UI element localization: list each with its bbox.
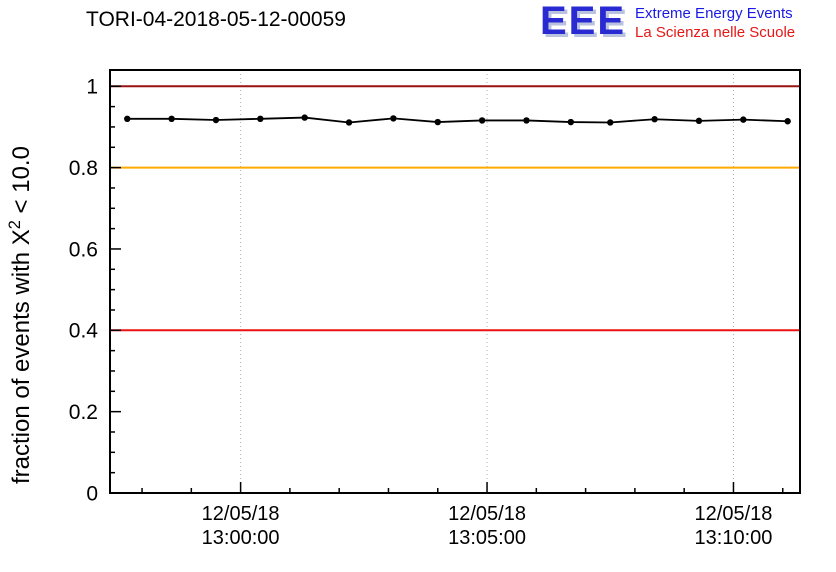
data-point (434, 118, 441, 126)
data-point (478, 117, 486, 124)
x-tick-label-date: 12/05/18 (202, 503, 280, 525)
data-point (651, 116, 658, 123)
data-point (257, 115, 264, 123)
data-point (212, 116, 220, 124)
plot-frame (109, 69, 801, 494)
y-tick-label: 1 (86, 76, 98, 99)
y-tick-label: 0.4 (69, 320, 99, 343)
x-tick-label-time: 13:10:00 (695, 527, 773, 549)
page-title: TORI-04-2018-05-12-00059 (86, 8, 346, 31)
data-point (607, 119, 614, 126)
data-point (695, 117, 703, 125)
data-point (523, 117, 530, 124)
y-tick-label: 0.8 (69, 157, 98, 180)
y-tick-label: 0.6 (69, 238, 98, 261)
x-tick-label-time: 13:00:00 (202, 527, 280, 549)
data-point (301, 114, 308, 121)
data-point (567, 118, 575, 126)
eee-logo-line1: Extreme Energy Events (635, 5, 793, 22)
data-point (168, 115, 175, 123)
series-line (127, 116, 788, 124)
x-tick-label-date: 12/05/18 (448, 503, 526, 525)
eee-logo-text: Extreme Energy Events La Scienza nelle S… (635, 5, 795, 43)
data-point (345, 119, 353, 126)
y-tick-label: 0 (86, 482, 98, 505)
eee-logo-acronym: EEE (540, 0, 627, 43)
x-tick-label-date: 12/05/18 (695, 503, 773, 525)
y-tick-label: 0.2 (69, 401, 98, 424)
eee-logo-line2: La Scienza nelle Scuole (635, 23, 796, 41)
x-tick-label-time: 13:05:00 (448, 527, 526, 549)
data-point (740, 116, 747, 123)
data-point (124, 115, 131, 123)
data-point (784, 118, 791, 125)
eee-logo: EEE Extreme Energy Events La Scienza nel… (540, 0, 795, 43)
data-point (390, 115, 397, 122)
